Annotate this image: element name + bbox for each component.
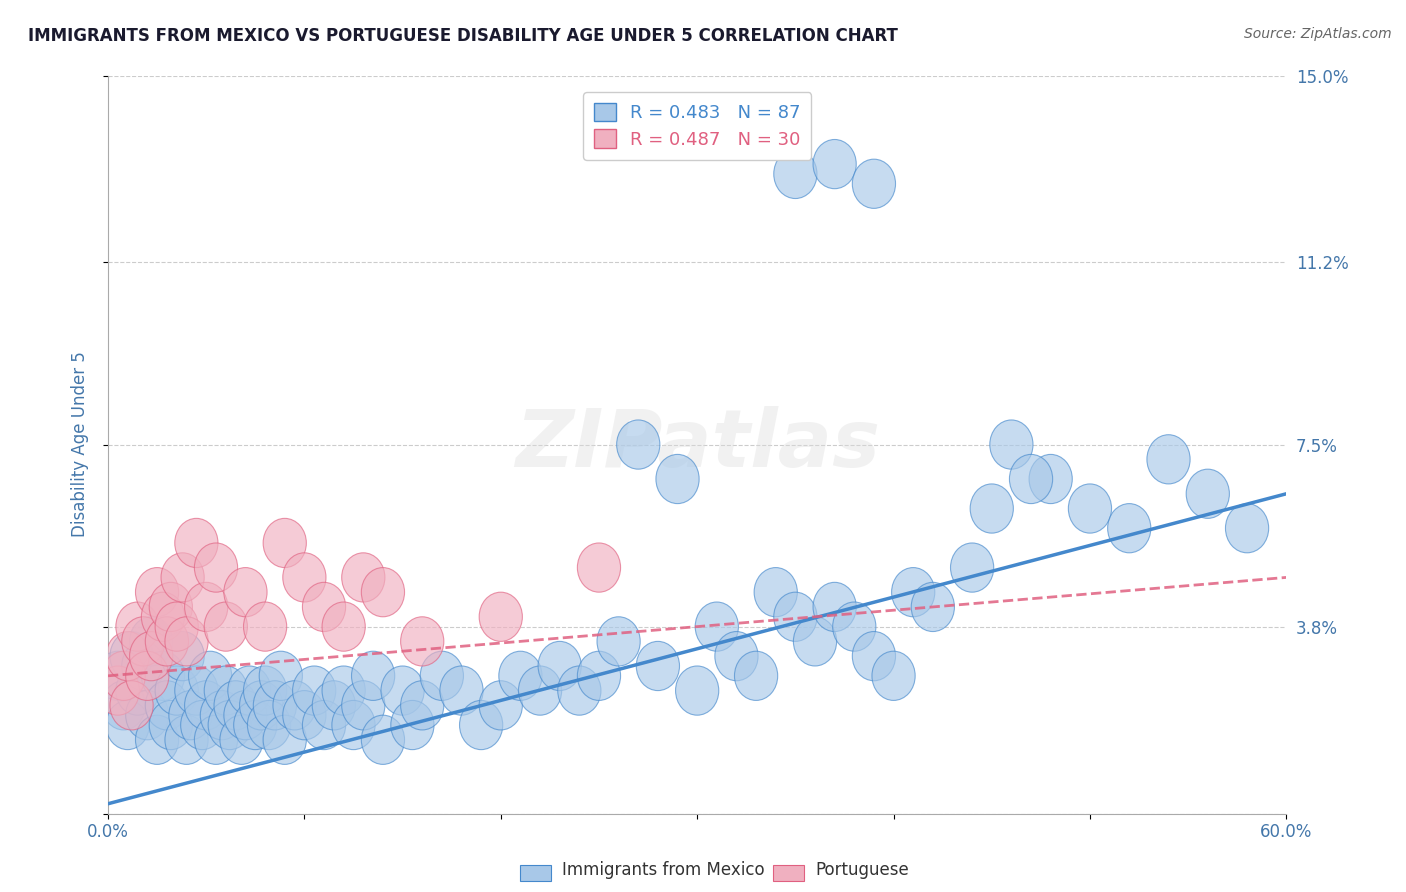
Y-axis label: Disability Age Under 5: Disability Age Under 5	[72, 351, 89, 538]
Text: Source: ZipAtlas.com: Source: ZipAtlas.com	[1244, 27, 1392, 41]
Text: Portuguese: Portuguese	[815, 861, 910, 879]
Text: ZIPatlas: ZIPatlas	[515, 406, 880, 483]
Text: Immigrants from Mexico: Immigrants from Mexico	[562, 861, 765, 879]
Text: IMMIGRANTS FROM MEXICO VS PORTUGUESE DISABILITY AGE UNDER 5 CORRELATION CHART: IMMIGRANTS FROM MEXICO VS PORTUGUESE DIS…	[28, 27, 898, 45]
Legend: R = 0.483   N = 87, R = 0.487   N = 30: R = 0.483 N = 87, R = 0.487 N = 30	[583, 92, 811, 160]
